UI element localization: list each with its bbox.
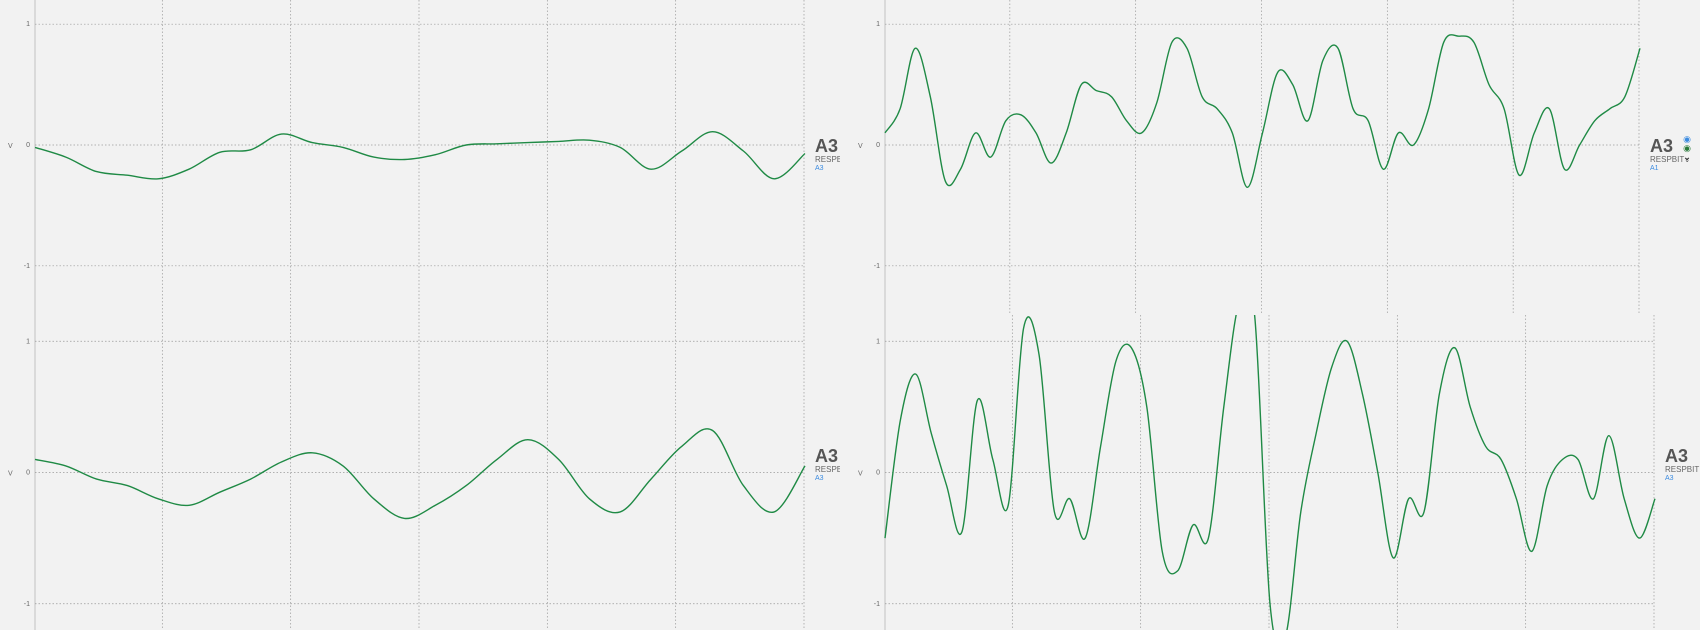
channel-label[interactable]: A3 RESPBIT⌄ A3	[815, 137, 840, 173]
channel-type[interactable]: RESPBIT⌄	[815, 465, 840, 475]
channel-type-label: RESPBIT	[1665, 465, 1700, 474]
waveform-trace	[884, 34, 1641, 188]
channel-controls: ◉ ◉ ⌄	[1682, 135, 1694, 162]
channel-source[interactable]: A3	[815, 475, 824, 482]
channel-source[interactable]: A3	[1665, 475, 1674, 482]
target-icon[interactable]: ◉	[1683, 143, 1691, 153]
waveform-plot[interactable]: 1 0 -1 V	[850, 0, 1700, 315]
channel-name: A3	[1650, 136, 1674, 156]
channel-source[interactable]: A1	[1650, 165, 1659, 172]
channel-type[interactable]: RESPBIT⌄	[815, 155, 840, 165]
y-tick-label: -1	[874, 263, 880, 270]
y-tick-label: 0	[26, 142, 30, 149]
chevron-down-icon[interactable]: ⌄	[1684, 157, 1691, 164]
y-axis-unit-label: V	[858, 143, 863, 150]
channel-label[interactable]: A3 RESPBIT⌄ A3	[815, 447, 840, 483]
y-tick-label: 0	[876, 470, 880, 477]
y-axis-unit-label: V	[8, 143, 13, 150]
y-axis-unit-label: V	[858, 471, 863, 478]
eye-icon[interactable]: ◉	[1683, 134, 1691, 144]
y-tick-label: -1	[24, 601, 30, 608]
y-tick-label: 1	[876, 338, 880, 345]
waveform-trace	[34, 428, 806, 520]
waveform-plot[interactable]: 1 0 -1 V	[850, 315, 1700, 630]
y-tick-label: -1	[874, 601, 880, 608]
channel-name: A3	[1665, 446, 1689, 466]
waveform-trace	[884, 315, 1656, 630]
channel-type[interactable]: RESPBIT⌄	[1650, 155, 1690, 165]
channel-name: A3	[815, 446, 839, 466]
waveform-plot[interactable]: 1 0 -1 V	[0, 0, 840, 315]
y-tick-label: 0	[876, 142, 880, 149]
channel-panel-bottom-right[interactable]: 1 0 -1 V A3 RESPBIT⌄ A3	[850, 315, 1700, 630]
channel-panel-bottom-left[interactable]: 1 0 -1 V A3 RESPBIT⌄ A3	[0, 315, 840, 630]
y-tick-label: 0	[26, 470, 30, 477]
channel-type-label: RESPBIT	[1650, 155, 1685, 164]
channel-type-label: RESPBIT	[815, 465, 840, 474]
y-tick-label: -1	[24, 263, 30, 270]
channel-panel-top-right[interactable]: 1 0 -1 V A3 RESPBIT⌄ A1 ◉ ◉ ⌄	[850, 0, 1700, 315]
y-tick-label: 1	[876, 21, 880, 28]
y-axis-unit-label: V	[8, 471, 13, 478]
channel-type-label: RESPBIT	[815, 155, 840, 164]
channel-panel-top-left[interactable]: 1 0 -1 V A3 RESPBIT⌄ A3	[0, 0, 840, 315]
waveform-trace	[34, 131, 806, 180]
channel-type[interactable]: RESPBIT⌄	[1665, 465, 1700, 475]
waveform-plot[interactable]: 1 0 -1 V	[0, 315, 840, 630]
channel-name: A3	[815, 136, 839, 156]
chevron-down-icon[interactable]: ⌄	[1683, 152, 1691, 162]
y-tick-label: 1	[26, 338, 30, 345]
channel-label[interactable]: A3 RESPBIT⌄ A3	[1665, 447, 1700, 483]
y-tick-label: 1	[26, 21, 30, 28]
channel-source[interactable]: A3	[815, 165, 824, 172]
channel-label[interactable]: A3 RESPBIT⌄ A1	[1650, 137, 1690, 173]
